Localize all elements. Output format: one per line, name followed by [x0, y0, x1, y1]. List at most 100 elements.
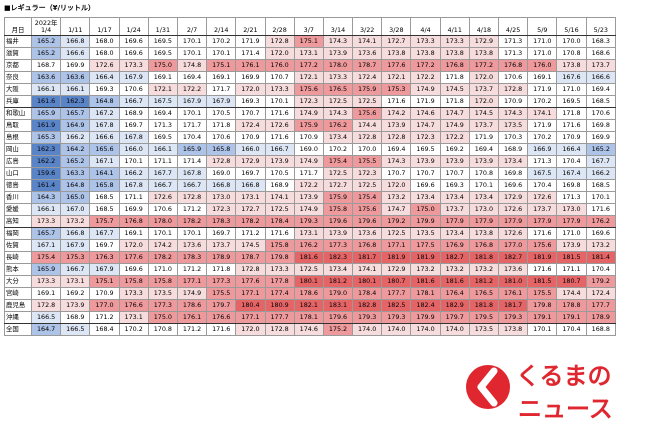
- price-cell: 173.3: [410, 35, 441, 48]
- price-cell: 172.4: [352, 71, 383, 84]
- prefecture-cell: 沖縄: [4, 311, 32, 324]
- price-cell: 173.7: [206, 239, 237, 252]
- price-cell: 171.8: [206, 263, 237, 276]
- price-cell: 175.2: [322, 323, 354, 336]
- price-cell: 176.1: [176, 311, 208, 324]
- price-cell: 177.6: [118, 251, 149, 264]
- kurumanonews-logo: くるまの ニュース: [464, 347, 644, 427]
- date-header: 4/25: [497, 17, 529, 36]
- prefecture-cell: 福井: [4, 35, 32, 48]
- price-cell: 170.7: [235, 107, 266, 120]
- price-cell: 170.6: [497, 71, 529, 84]
- price-cell: 176.0: [264, 59, 295, 72]
- price-cell: 172.9: [468, 35, 500, 48]
- price-cell: 182.5: [381, 299, 412, 312]
- price-cell: 165.8: [206, 143, 237, 156]
- price-cell: 170.1: [176, 227, 208, 240]
- price-cell: 175.8: [322, 203, 354, 216]
- price-cell: 173.7: [527, 203, 558, 216]
- price-cell: 181.4: [585, 251, 617, 264]
- price-cell: 173.5: [147, 287, 178, 300]
- price-cell: 171.0: [556, 227, 587, 240]
- date-label: 1/11: [68, 26, 83, 34]
- price-cell: 171.4: [176, 155, 208, 168]
- price-cell: 175.8: [118, 275, 149, 288]
- price-cell: 171.8: [556, 107, 587, 120]
- price-cell: 169.4: [381, 143, 412, 156]
- price-cell: 180.1: [293, 275, 324, 288]
- price-cell: 172.8: [235, 263, 266, 276]
- table-row: 和歌山 165.9 165.7 167.2 168.9 169.4 170.1 170.5 17…: [4, 107, 617, 120]
- price-cell: 170.4: [585, 263, 617, 276]
- price-cell: 171.7: [176, 119, 208, 132]
- price-cell: 174.9: [293, 107, 324, 120]
- price-cell: 169.6: [497, 179, 529, 192]
- price-cell: 179.3: [497, 311, 529, 324]
- price-cell: 168.9: [497, 143, 529, 156]
- date-header: 2/7: [176, 17, 208, 36]
- price-cell: 172.3: [293, 95, 324, 108]
- price-cell: 183.1: [322, 299, 354, 312]
- date-header: 1/24: [118, 17, 149, 36]
- price-cell: 169.1: [118, 227, 149, 240]
- price-cell: 171.9: [410, 95, 441, 108]
- date-header: 3/14: [322, 17, 354, 36]
- price-cell: 170.1: [206, 47, 237, 60]
- table-row: 鹿児島 172.8 173.9 177.0 176.6 177.3 178.6 179.7 18…: [4, 299, 617, 312]
- date-label: 2/7: [186, 26, 198, 34]
- price-cell: 172.0: [468, 95, 500, 108]
- price-cell: 173.9: [264, 155, 295, 168]
- date-label: 2/21: [243, 26, 258, 34]
- price-cell: 181.7: [352, 251, 383, 264]
- price-cell: 172.0: [235, 83, 266, 96]
- price-cell: 170.1: [585, 191, 617, 204]
- price-cell: 170.1: [118, 155, 149, 168]
- price-cell: 171.6: [585, 203, 617, 216]
- price-cell: 170.8: [468, 167, 500, 180]
- price-cell: 179.6: [322, 215, 354, 228]
- price-cell: 176.1: [235, 59, 266, 72]
- price-cell: 172.8: [381, 131, 412, 144]
- price-cell: 181.0: [497, 275, 529, 288]
- price-cell: 167.8: [118, 131, 149, 144]
- price-cell: 178.3: [206, 215, 237, 228]
- date-header: 4/4: [410, 17, 441, 36]
- price-cell: 173.9: [556, 239, 587, 252]
- table-row: 徳島 161.4 164.8 165.8 167.8 166.7 166.7 166.8 166…: [4, 179, 617, 192]
- price-cell: 172.0: [381, 179, 412, 192]
- price-cell: 172.8: [264, 35, 295, 48]
- price-cell: 173.5: [410, 227, 441, 240]
- price-cell: 168.6: [585, 47, 617, 60]
- price-cell: 174.7: [439, 107, 470, 120]
- prefecture-cell: 奈良: [4, 71, 32, 84]
- date-label: 3/7: [303, 26, 314, 34]
- price-cell: 170.2: [206, 35, 237, 48]
- price-cell: 173.2: [410, 263, 441, 276]
- price-cell: 175.0: [147, 311, 178, 324]
- price-cell: 165.9: [30, 107, 62, 120]
- price-cell: 170.1: [147, 227, 178, 240]
- price-cell: 167.9: [60, 239, 91, 252]
- price-cell: 172.7: [235, 203, 266, 216]
- price-cell: 165.3: [30, 131, 62, 144]
- price-cell: 173.1: [60, 275, 91, 288]
- price-cell: 173.8: [468, 227, 500, 240]
- price-cell: 171.9: [235, 35, 266, 48]
- price-cell: 172.5: [293, 263, 324, 276]
- price-cell: 176.8: [118, 215, 149, 228]
- price-cell: 167.7: [89, 227, 120, 240]
- price-cell: 172.5: [264, 203, 295, 216]
- price-cell: 170.0: [352, 143, 383, 156]
- price-cell: 177.6: [381, 59, 412, 72]
- logo-line2: ニュース: [518, 395, 613, 423]
- price-cell: 174.7: [410, 119, 441, 132]
- price-cell: 179.3: [293, 215, 324, 228]
- price-cell: 163.6: [60, 71, 91, 84]
- price-table: 月日 2022年 1/4 1/11 1/17 1/24 1/31 2/7 2/14 2/21 2/…: [4, 17, 617, 336]
- price-cell: 166.8: [60, 227, 91, 240]
- price-cell: 176.2: [293, 239, 324, 252]
- price-cell: 175.4: [352, 191, 383, 204]
- date-label: 4/11: [447, 26, 462, 34]
- price-cell: 170.6: [147, 203, 178, 216]
- price-cell: 173.7: [585, 59, 617, 72]
